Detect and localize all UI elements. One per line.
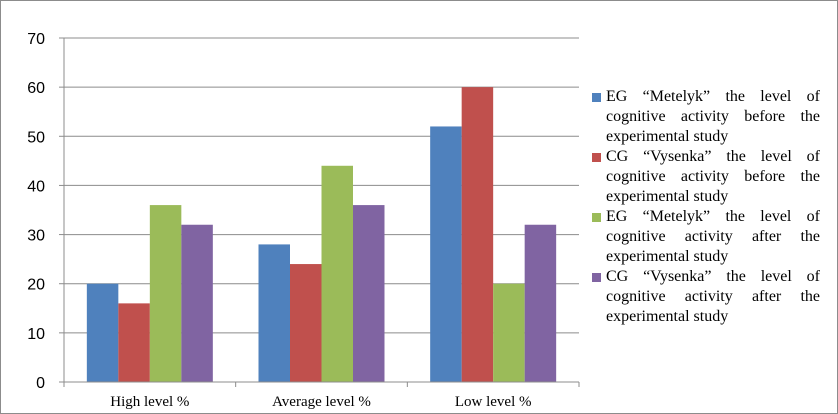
bar-series-1-1 xyxy=(258,244,290,382)
legend: EG “Metelyk” the level of cognitive acti… xyxy=(592,87,820,327)
legend-label: EG “Metelyk” the level of cognitive acti… xyxy=(606,208,820,265)
bar-series-2-0 xyxy=(118,303,150,382)
x-tick-label: Average level % xyxy=(272,394,371,410)
x-tick-label: Low level % xyxy=(455,394,532,410)
bars xyxy=(86,87,557,383)
bar-series-4-0 xyxy=(181,224,213,382)
axes xyxy=(59,37,580,387)
bar-series-1-0 xyxy=(86,283,119,382)
bar-series-4-1 xyxy=(353,205,385,382)
legend-label: EG “Metelyk” the level of cognitive acti… xyxy=(606,88,820,145)
legend-swatch xyxy=(592,273,601,282)
y-tick-label: 0 xyxy=(36,375,45,392)
x-tick-label: High level % xyxy=(110,394,189,410)
y-tick-label: 20 xyxy=(27,277,45,294)
y-tick-label: 10 xyxy=(27,326,45,343)
legend-swatch xyxy=(592,213,601,222)
legend-item: CG “Vysenka” the level of cognitive acti… xyxy=(592,267,820,327)
bar-series-3-1 xyxy=(321,165,353,382)
y-tick-label: 70 xyxy=(27,31,45,48)
bar-series-3-0 xyxy=(149,205,182,382)
legend-swatch xyxy=(592,93,601,102)
bar-series-2-2 xyxy=(461,87,494,383)
legend-swatch xyxy=(592,153,601,162)
legend-label: CG “Vysenka” the level of cognitive acti… xyxy=(606,148,820,205)
legend-item: EG “Metelyk” the level of cognitive acti… xyxy=(592,87,820,147)
y-tick-label: 30 xyxy=(27,228,45,245)
y-tick-label: 50 xyxy=(27,129,45,146)
bar-series-3-2 xyxy=(493,283,525,382)
legend-item: CG “Vysenka” the level of cognitive acti… xyxy=(592,147,820,207)
bar-series-1-2 xyxy=(430,126,462,382)
legend-item: EG “Metelyk” the level of cognitive acti… xyxy=(592,207,820,267)
bar-series-2-1 xyxy=(290,264,322,382)
y-tick-label: 60 xyxy=(27,80,45,97)
legend-label: CG “Vysenka” the level of cognitive acti… xyxy=(606,268,820,325)
bar-series-4-2 xyxy=(524,224,557,382)
y-tick-label: 40 xyxy=(27,178,45,195)
tick-labels: 0 10 20 30 40 50 60 70 High level % Average level… xyxy=(27,31,531,410)
